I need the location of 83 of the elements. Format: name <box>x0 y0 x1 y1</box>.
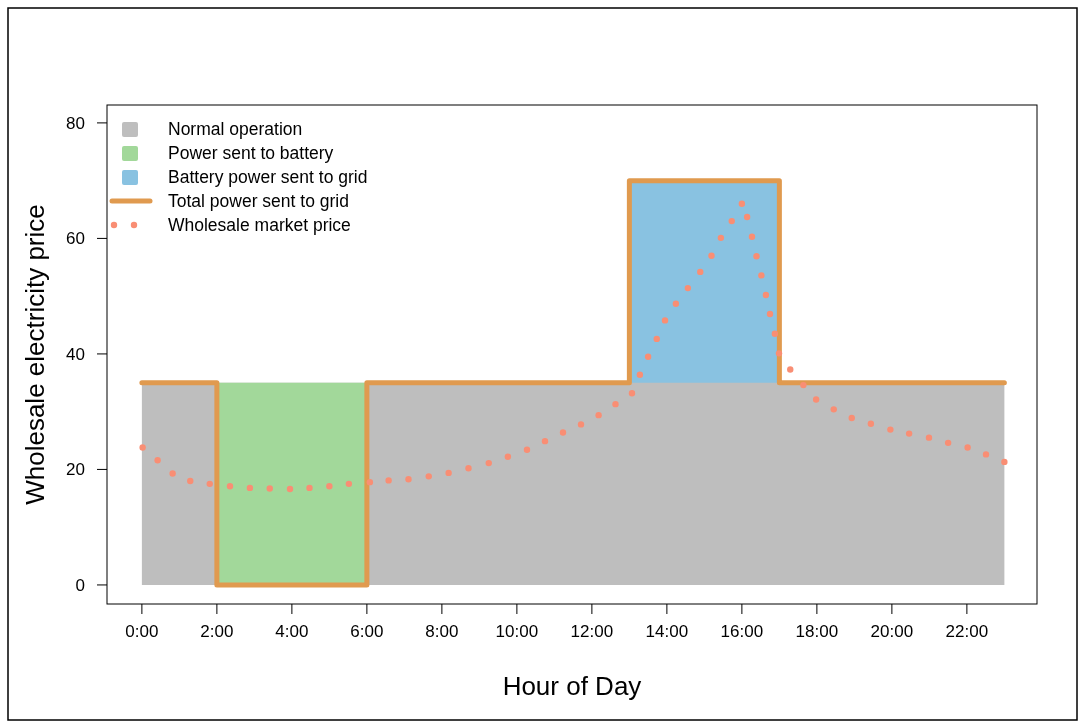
point <box>728 217 735 225</box>
point <box>577 421 585 428</box>
point <box>738 200 746 207</box>
x-tick-label: 2:00 <box>200 622 234 641</box>
point <box>812 396 820 403</box>
point <box>787 366 794 373</box>
point <box>246 484 254 492</box>
point <box>366 478 374 486</box>
x-tick-label: 12:00 <box>570 622 614 641</box>
legend-label: Normal operation <box>168 119 303 139</box>
point <box>206 480 213 488</box>
y-tick-label: 0 <box>75 575 85 595</box>
point <box>964 444 971 451</box>
point <box>154 456 161 464</box>
point <box>753 253 760 260</box>
x-tick-label: 18:00 <box>795 622 839 641</box>
x-tick-label: 6:00 <box>350 622 384 641</box>
x-tick-label: 8:00 <box>425 622 459 641</box>
x-tick-label: 10:00 <box>495 622 539 641</box>
point <box>465 465 472 472</box>
point <box>405 476 412 483</box>
y-tick-label: 80 <box>66 113 85 133</box>
point <box>385 477 392 484</box>
point <box>697 268 704 276</box>
point <box>1001 458 1008 466</box>
point <box>771 330 779 337</box>
point <box>762 291 770 299</box>
point <box>636 371 644 378</box>
point <box>661 317 669 324</box>
y-tick-label: 20 <box>66 460 85 480</box>
point <box>944 439 952 447</box>
legend-label: Wholesale market price <box>168 215 351 235</box>
legend-label: Battery power sent to grid <box>168 167 368 187</box>
y-axis-title: Wholesale electricity price <box>20 204 50 505</box>
point <box>982 451 990 458</box>
point <box>708 252 715 259</box>
point <box>326 482 333 490</box>
point <box>743 213 751 221</box>
point <box>867 420 875 428</box>
point <box>169 470 176 477</box>
point <box>187 477 194 485</box>
point <box>717 234 725 242</box>
point <box>800 381 807 389</box>
legend-label: Power sent to battery <box>168 143 334 163</box>
point <box>266 485 273 492</box>
point <box>848 414 855 422</box>
point <box>445 469 452 477</box>
x-tick-label: 4:00 <box>275 622 309 641</box>
point <box>887 426 894 433</box>
point <box>766 310 774 318</box>
y-tick-label: 60 <box>66 229 85 249</box>
point <box>628 390 636 397</box>
x-tick-label: 22:00 <box>945 622 989 641</box>
point <box>425 473 432 480</box>
point <box>672 300 680 307</box>
point <box>139 444 146 451</box>
x-tick-label: 14:00 <box>645 622 689 641</box>
point <box>644 353 652 361</box>
point <box>905 430 913 437</box>
point <box>595 411 602 419</box>
x-axis-title: Hour of Day <box>502 671 642 701</box>
point <box>226 482 234 490</box>
point <box>925 434 933 441</box>
point <box>684 284 692 292</box>
point <box>485 459 492 467</box>
point <box>748 233 756 240</box>
point <box>504 453 512 460</box>
point <box>286 485 294 493</box>
legend-label: Total power sent to grid <box>168 191 349 211</box>
y-tick-label: 40 <box>66 344 85 364</box>
point <box>775 350 783 357</box>
point <box>345 480 353 488</box>
point <box>612 400 619 408</box>
point <box>306 484 313 492</box>
point <box>830 406 837 413</box>
point <box>559 429 567 436</box>
point <box>758 272 765 279</box>
point <box>653 335 660 343</box>
point <box>541 437 549 445</box>
x-tick-label: 20:00 <box>870 622 914 641</box>
point <box>523 446 531 453</box>
x-tick-label: 16:00 <box>720 622 764 641</box>
x-tick-label: 0:00 <box>125 622 159 641</box>
